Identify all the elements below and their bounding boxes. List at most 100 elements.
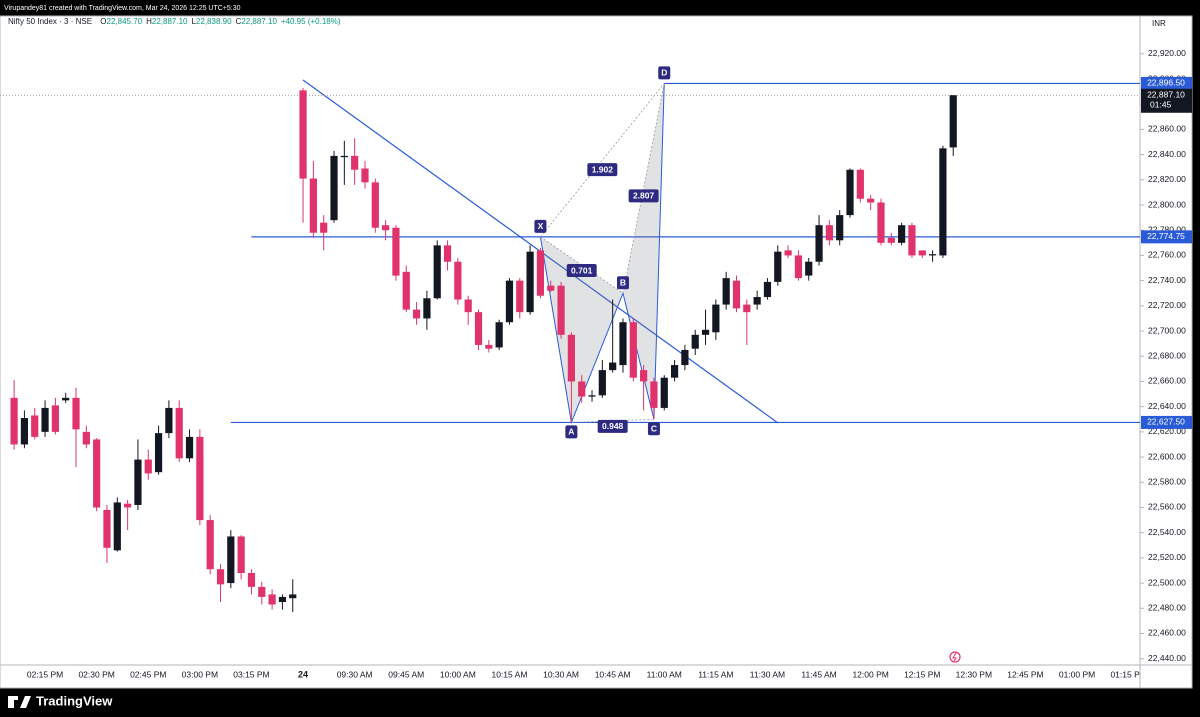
- last-price-label: 22,887.10: [1147, 90, 1185, 100]
- candle-body: [103, 509, 111, 548]
- x-tick-label: 12:45 PM: [1007, 669, 1043, 679]
- legend-value: 22,887.10: [152, 17, 188, 26]
- y-tick-label: 22,500.00: [1148, 577, 1186, 587]
- y-tick-label: 22,600.00: [1148, 451, 1186, 461]
- level-price-box: [1141, 415, 1192, 429]
- chart-panel: [0, 15, 1193, 689]
- candle-body: [227, 536, 235, 584]
- y-tick-label: 22,920.00: [1148, 48, 1186, 58]
- y-tick-label: 22,640.00: [1148, 401, 1186, 411]
- x-tick-label: 12:15 PM: [904, 669, 940, 679]
- logo-mark: [8, 696, 31, 708]
- x-tick-label: 01:00 PM: [1059, 669, 1095, 679]
- candle-body: [898, 225, 906, 243]
- y-tick-label: 22,700.00: [1148, 325, 1186, 335]
- candle-body: [134, 459, 142, 505]
- x-tick-label: 10:45 AM: [595, 669, 631, 679]
- candle-body: [784, 250, 792, 256]
- legend-key: O: [100, 17, 106, 26]
- y-tick-label: 22,520.00: [1148, 552, 1186, 562]
- y-tick-label: 22,660.00: [1148, 376, 1186, 386]
- currency: INR: [1152, 19, 1166, 28]
- candle-body: [10, 397, 18, 445]
- candle-body: [660, 377, 668, 408]
- candle-body: [392, 227, 400, 276]
- ratio-box: [628, 189, 659, 203]
- candle-body: [722, 278, 730, 305]
- y-tick-label: 22,820.00: [1148, 174, 1186, 184]
- candle-body: [196, 436, 204, 521]
- x-tick-label: 03:00 PM: [182, 669, 218, 679]
- ratio-label: 0.948: [602, 421, 624, 431]
- y-tick-label: 22,720.00: [1148, 300, 1186, 310]
- y-tick-label: 22,620.00: [1148, 426, 1186, 436]
- pattern-point-label: D: [661, 68, 667, 78]
- candle-body: [330, 155, 338, 221]
- candle-body: [216, 569, 225, 585]
- candle-body: [670, 365, 679, 378]
- candle-body: [268, 594, 276, 605]
- candle-body: [454, 261, 462, 300]
- candle-body: [526, 251, 534, 313]
- level-price-label: 22,627.50: [1147, 417, 1185, 427]
- pattern-point-box: [658, 66, 671, 80]
- candle-body: [165, 407, 173, 434]
- y-tick-label: 22,440.00: [1148, 653, 1186, 663]
- event-icon: [952, 652, 957, 662]
- candle-body: [805, 261, 813, 276]
- candle-body: [175, 407, 183, 459]
- candle-body: [609, 362, 617, 371]
- candle-body: [51, 405, 59, 432]
- x-tick-label: 11:30 AM: [750, 669, 785, 679]
- candle-body: [908, 225, 916, 256]
- ratio-box: [597, 419, 628, 433]
- countdown: 01:45: [1150, 100, 1172, 110]
- candle-body: [82, 431, 90, 445]
- candle-body: [846, 169, 854, 216]
- y-tick-label: 22,460.00: [1148, 628, 1186, 638]
- x-tick-label: 02:45 PM: [130, 669, 166, 679]
- pattern-point-box: [565, 425, 578, 439]
- x-tick-label: 12:00 PM: [852, 669, 888, 679]
- candle-body: [619, 322, 627, 366]
- candle-body: [598, 370, 606, 396]
- candle-body: [505, 280, 514, 323]
- symbol: Nifty 50 Index · 3 · NSE: [8, 17, 92, 26]
- x-tick-label: 10:15 AM: [491, 669, 527, 679]
- level-price-label: 22,774.75: [1147, 231, 1185, 241]
- y-tick-label: 22,480.00: [1148, 603, 1186, 613]
- x-tick-label: 10:30 AM: [543, 669, 579, 679]
- x-tick-label: 10:00 AM: [440, 669, 476, 679]
- ratio-box: [566, 264, 597, 278]
- candle-body: [31, 415, 39, 437]
- ratio-label: 1.902: [592, 164, 614, 174]
- ratio-label: 0.701: [571, 265, 593, 275]
- candle-body: [743, 304, 751, 313]
- pattern-point-label: X: [538, 221, 544, 231]
- y-tick-label: 22,740.00: [1148, 275, 1186, 285]
- candle-body: [928, 254, 937, 256]
- candle-body: [794, 255, 803, 279]
- pattern-point-box: [647, 422, 660, 436]
- x-tick-label: 02:15 PM: [27, 669, 63, 679]
- candle-body: [72, 397, 80, 430]
- candle-body: [867, 198, 875, 203]
- candle-body: [939, 148, 947, 256]
- x-tick-label: 01:15 PM: [1110, 669, 1146, 679]
- pattern-point-box: [534, 219, 547, 233]
- candle-body: [753, 297, 761, 305]
- candle-body: [836, 215, 844, 241]
- y-tick-label: 22,680.00: [1148, 351, 1186, 361]
- candle-body: [536, 250, 545, 296]
- legend-key: L: [191, 17, 196, 26]
- candle-body: [640, 370, 648, 382]
- candle-body: [361, 168, 369, 183]
- candle-body: [247, 573, 256, 587]
- candle-body: [237, 536, 245, 574]
- event-marker[interactable]: [949, 651, 961, 663]
- brand-logo: TradingView: [8, 693, 113, 708]
- pattern-point-label: B: [620, 277, 626, 287]
- candle-body: [278, 596, 287, 602]
- candle-body: [412, 309, 421, 319]
